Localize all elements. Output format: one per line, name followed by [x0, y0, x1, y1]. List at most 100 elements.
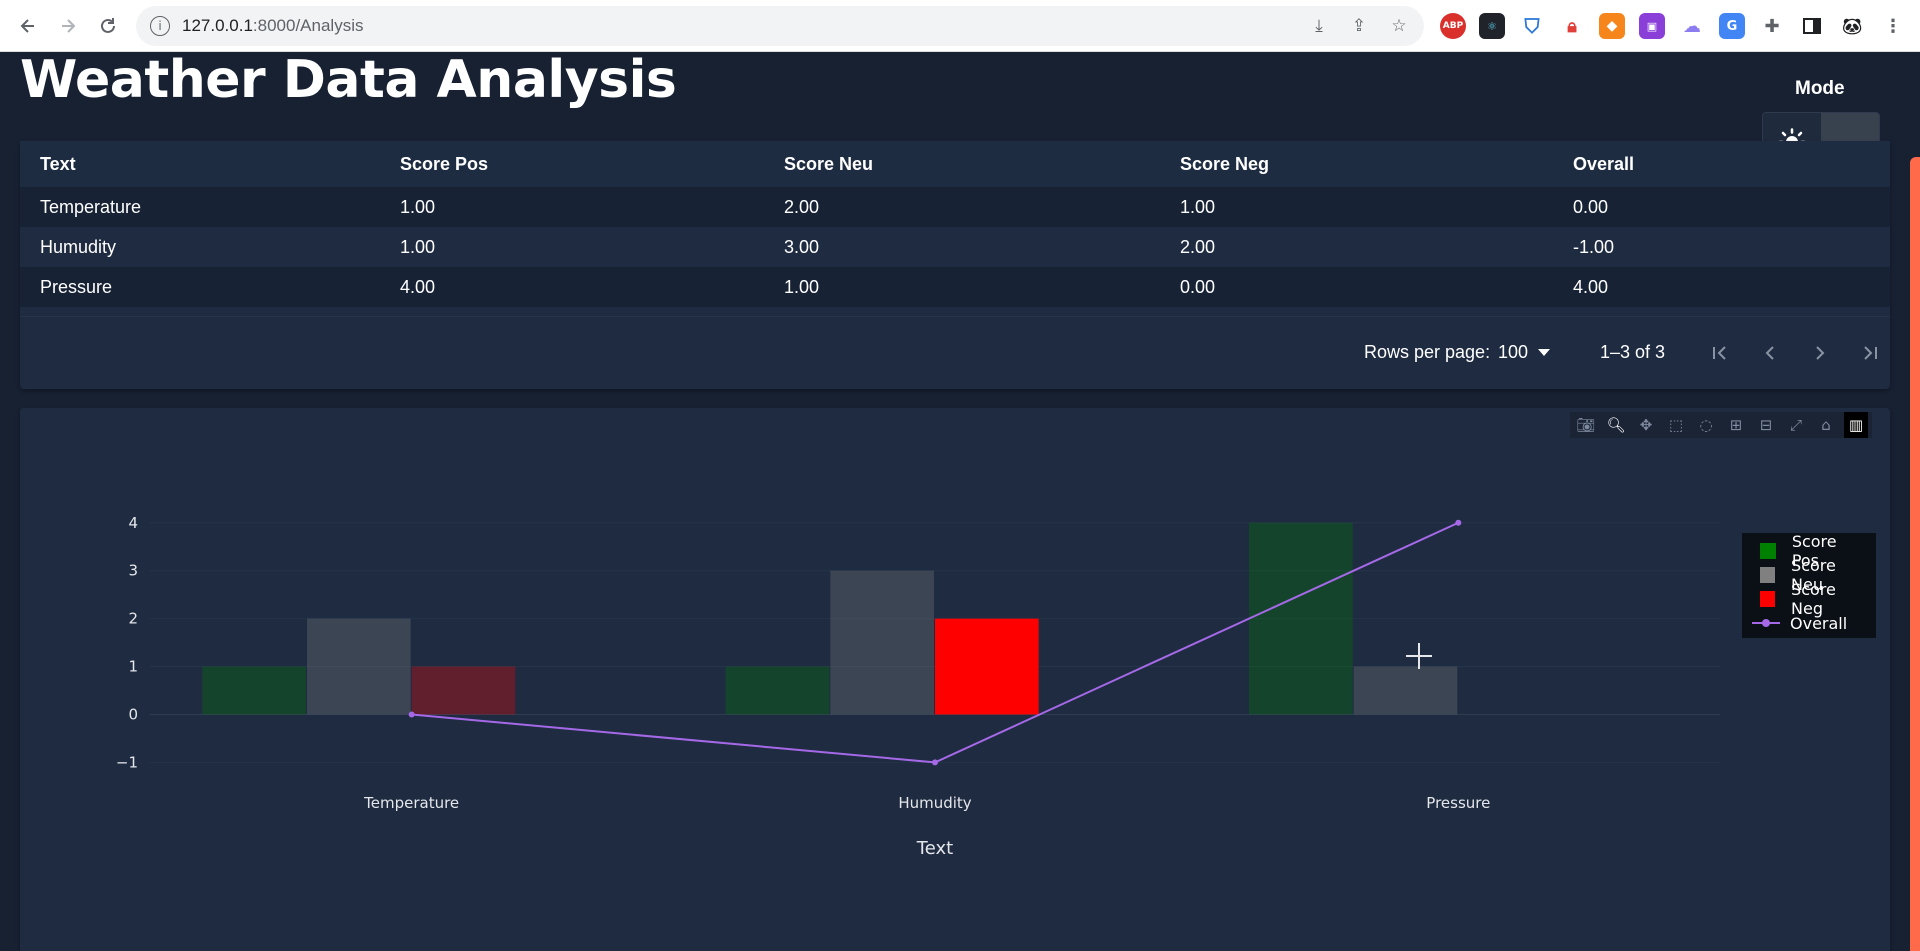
- purple-extension-icon[interactable]: ▣: [1639, 13, 1665, 39]
- legend-swatch: [1760, 567, 1776, 583]
- share-icon[interactable]: ⇪: [1351, 16, 1367, 36]
- table-header-row: Text Score Pos Score Neu Score Neg Overa…: [20, 141, 1890, 187]
- rows-per-page-value: 100: [1498, 342, 1529, 362]
- install-icon[interactable]: ⤓: [1315, 16, 1323, 36]
- reset-axes-home-icon[interactable]: ⌂: [1821, 416, 1831, 434]
- legend-label: Score Neg: [1791, 580, 1836, 618]
- chart-legend: Score Pos Score Neu Score Neg Overall: [1742, 532, 1876, 638]
- url-host: 127.0.0.1: [182, 16, 253, 35]
- table-cell: 1.00: [764, 267, 1160, 307]
- first-page-icon[interactable]: [1705, 338, 1735, 368]
- table-cell: Pressure: [20, 267, 380, 307]
- table-cell: 2.00: [1160, 227, 1553, 267]
- table-cell: Temperature: [20, 187, 380, 227]
- legend-swatch: [1760, 543, 1776, 559]
- legend-label: Score Neu: [1791, 556, 1836, 594]
- chart-modebar: 📷︎ 🔍︎ ✥ ⬚ ◌ ⊞ ⊟ ⤢ ⌂ ▥: [1570, 412, 1872, 438]
- react-devtools-icon[interactable]: ⚛: [1479, 13, 1505, 39]
- column-header[interactable]: Overall: [1553, 141, 1890, 187]
- y-tick-label: 2: [128, 610, 138, 628]
- rows-per-page-select[interactable]: 100: [1498, 342, 1551, 363]
- mode-label: Mode: [1795, 78, 1845, 99]
- forward-icon[interactable]: [48, 6, 88, 46]
- previous-page-icon[interactable]: [1755, 338, 1785, 368]
- address-bar[interactable]: i 127.0.0.1:8000/Analysis ⤓ ⇪ ☆: [136, 6, 1424, 46]
- bar: [725, 666, 830, 715]
- legend-label: Score Pos: [1791, 532, 1837, 570]
- table-row[interactable]: Pressure 4.00 1.00 0.00 4.00: [20, 267, 1890, 307]
- site-info-icon[interactable]: i: [150, 16, 170, 36]
- data-table-card: Text Score Pos Score Neu Score Neg Overa…: [20, 141, 1890, 389]
- column-header[interactable]: Score Neg: [1160, 141, 1553, 187]
- crosshair-cursor: [1406, 643, 1432, 669]
- bar: [1249, 522, 1353, 715]
- next-page-icon[interactable]: [1805, 338, 1835, 368]
- legend-item[interactable]: Score Neu: [1750, 556, 1868, 594]
- legend-line-swatch: [1752, 619, 1780, 627]
- pan-icon[interactable]: ✥: [1639, 416, 1653, 434]
- zoom-icon[interactable]: 🔍︎: [1606, 416, 1626, 434]
- autoscale-icon[interactable]: ⤢: [1789, 416, 1802, 434]
- table-row[interactable]: Temperature 1.00 2.00 1.00 0.00: [20, 187, 1890, 227]
- scrollbar-accent[interactable]: [1910, 157, 1920, 951]
- bar-line-chart: −1 0 1 2 3 4 Temperature Humudity Pressure Text: [116, 514, 1720, 859]
- ghost-extension-icon[interactable]: ☁: [1683, 15, 1701, 37]
- profile-avatar-icon[interactable]: 🐼︎: [1841, 16, 1863, 36]
- shield-extension-icon[interactable]: ⛉: [1524, 14, 1540, 38]
- rows-per-page-label: Rows per page:: [1364, 342, 1491, 362]
- legend-item[interactable]: Score Neg: [1750, 580, 1868, 618]
- table-pagination: Rows per page: 100 1–3 of 3: [20, 316, 1890, 388]
- pagination-range: 1–3 of 3: [1600, 342, 1666, 362]
- page-title: Weather Data Analysis: [20, 50, 677, 110]
- line-point: [1455, 519, 1462, 526]
- bar: [411, 666, 516, 715]
- lasso-select-icon[interactable]: ◌: [1699, 416, 1713, 434]
- table-cell: 1.00: [380, 227, 764, 267]
- bookmark-star-icon[interactable]: ☆: [1391, 16, 1407, 36]
- bar: [202, 666, 306, 715]
- bar: [830, 570, 934, 715]
- plotly-logo-icon[interactable]: ▥: [1844, 412, 1868, 438]
- box-select-icon[interactable]: ⬚: [1668, 416, 1684, 434]
- lock-extension-icon[interactable]: 🔒︎: [1567, 15, 1577, 37]
- bar: [1353, 666, 1458, 715]
- table-cell: 0.00: [1553, 187, 1890, 227]
- reload-icon[interactable]: [88, 6, 128, 46]
- last-page-icon[interactable]: [1855, 338, 1885, 368]
- translate-icon[interactable]: G: [1719, 13, 1745, 39]
- browser-toolbar: i 127.0.0.1:8000/Analysis ⤓ ⇪ ☆ ABP ⚛ ⛉ …: [0, 0, 1920, 52]
- back-icon[interactable]: [8, 6, 48, 46]
- column-header[interactable]: Score Pos: [380, 141, 764, 187]
- column-header[interactable]: Score Neu: [764, 141, 1160, 187]
- table-cell: 0.00: [1160, 267, 1553, 307]
- caret-down-icon: [1538, 348, 1551, 356]
- menu-kebab-icon[interactable]: ⋮: [1884, 15, 1902, 37]
- table-row[interactable]: Humudity 1.00 3.00 2.00 -1.00: [20, 227, 1890, 267]
- page-content: Weather Data Analysis Mode: [0, 50, 1920, 951]
- table-cell: 1.00: [1160, 187, 1553, 227]
- adblock-extension-icon[interactable]: ABP: [1440, 13, 1466, 39]
- table-cell: 4.00: [380, 267, 764, 307]
- legend-item[interactable]: Overall: [1750, 611, 1868, 635]
- bar: [307, 618, 411, 715]
- zoom-out-icon[interactable]: ⊟: [1759, 416, 1773, 434]
- line-point: [408, 711, 415, 718]
- bar: [935, 618, 1039, 715]
- x-tick-label: Temperature: [363, 794, 459, 812]
- table-cell: 4.00: [1553, 267, 1890, 307]
- column-header[interactable]: Text: [20, 141, 380, 187]
- weather-table: Text Score Pos Score Neu Score Neg Overa…: [20, 141, 1890, 307]
- y-tick-label: 4: [128, 514, 138, 532]
- table-cell: Humudity: [20, 227, 380, 267]
- url-path: :8000/Analysis: [252, 16, 364, 35]
- camera-icon[interactable]: 📷︎: [1576, 416, 1596, 434]
- x-tick-label: Pressure: [1426, 794, 1490, 812]
- y-tick-label: 1: [128, 658, 138, 676]
- metamask-icon[interactable]: ◆: [1599, 13, 1625, 39]
- extensions-puzzle-icon[interactable]: ✚: [1764, 15, 1780, 37]
- zoom-in-icon[interactable]: ⊞: [1729, 416, 1743, 434]
- side-panel-icon[interactable]: [1799, 13, 1825, 39]
- chart-card: −1 0 1 2 3 4 Temperature Humudity Pressure Text 📷…: [20, 408, 1890, 951]
- legend-item[interactable]: Score Pos: [1750, 532, 1868, 570]
- table-cell: 1.00: [380, 187, 764, 227]
